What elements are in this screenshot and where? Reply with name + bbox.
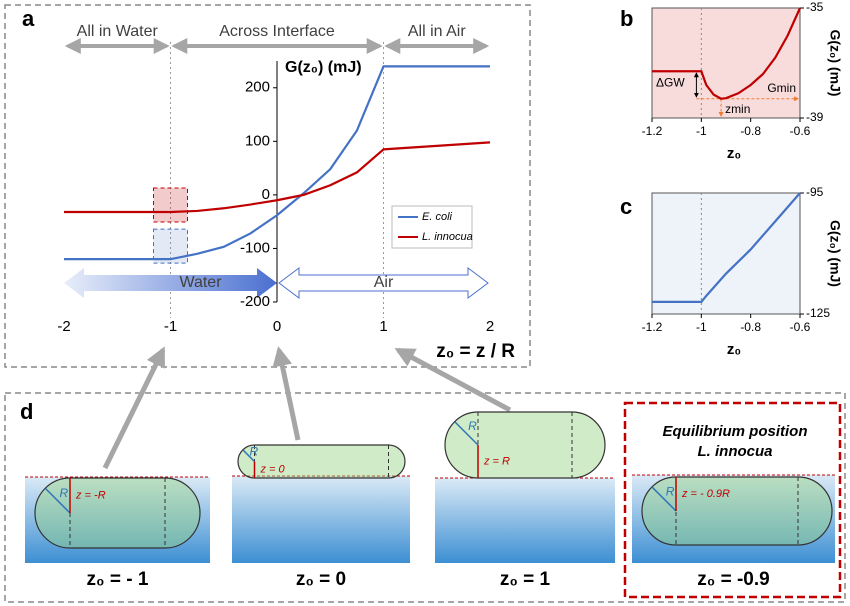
panel-label: c [620, 194, 632, 219]
air-label: Air [374, 274, 394, 291]
radius-label: R [250, 445, 259, 459]
bacterium [444, 411, 606, 479]
scene-caption: z₀ = 0 [296, 569, 346, 590]
scene-caption: z₀ = 1 [500, 569, 551, 590]
x-tick-label: 0 [273, 318, 281, 335]
y-tick-label: -200 [240, 293, 270, 310]
z-label: z = - 0.9R [681, 488, 730, 500]
x-tick-label: 1 [379, 318, 387, 335]
panel-label: b [620, 6, 633, 31]
water [632, 475, 835, 563]
radius [651, 486, 677, 512]
equilibrium-frame [623, 401, 842, 599]
x-tick-label: -1 [696, 320, 707, 334]
x-tick-label: 2 [486, 318, 494, 335]
x-tick-label: -0.8 [740, 320, 761, 334]
panel-a-frame [4, 4, 531, 368]
y-tick-label: -125 [806, 306, 830, 320]
x-tick-label: -1 [696, 124, 707, 138]
x-tick-label: -1.2 [642, 320, 663, 334]
series-line [652, 7, 802, 100]
series-line [64, 141, 491, 214]
bacterium [34, 477, 201, 549]
scene-caption: z₀ = -0.9 [697, 569, 769, 590]
z-label: z = R [483, 455, 510, 467]
equilibrium-title: L. innocua [698, 443, 773, 460]
y-axis-label: G(z₀) (mJ) [827, 220, 843, 287]
x-tick-label: -2 [57, 318, 70, 335]
bacterium [237, 444, 406, 479]
region-label: Across Interface [219, 23, 335, 40]
radius-label: R [60, 486, 69, 500]
legend [391, 205, 473, 249]
y-tick-label: 0 [262, 186, 270, 203]
water [232, 476, 410, 563]
water [25, 477, 210, 563]
y-tick-label: 100 [245, 132, 270, 149]
plot-area [651, 7, 801, 119]
x-axis-label: z₀ = z / R [436, 341, 515, 362]
y-tick-label: -100 [240, 239, 270, 256]
radius [242, 449, 256, 463]
x-tick-label: -1.2 [642, 124, 663, 138]
z-label: z = 0 [260, 464, 286, 476]
water [435, 478, 615, 563]
water-label: Water [179, 274, 222, 291]
panel-d-frame [4, 392, 846, 603]
highlight-box [153, 187, 188, 223]
water-arrow [64, 268, 277, 298]
equilibrium-title: Equilibrium position [663, 423, 808, 440]
panel-label: d [20, 399, 33, 424]
y-axis-label: G(z₀) (mJ) [285, 59, 362, 76]
x-tick-label: -1 [164, 318, 177, 335]
series-line [652, 192, 801, 303]
y-tick-label: -39 [806, 110, 824, 124]
plot-area [651, 192, 801, 315]
y-axis-label: G(z₀) (mJ) [827, 30, 843, 97]
y-tick-label: -35 [806, 0, 824, 14]
z-label: z = -R [75, 489, 106, 501]
y-tick-label: -95 [806, 185, 824, 199]
panel-label: a [22, 6, 35, 31]
x-tick-label: -0.6 [790, 320, 811, 334]
annotation: zmin [725, 102, 750, 116]
region-label: All in Air [408, 23, 466, 40]
y-tick-label: 200 [245, 79, 270, 96]
series-line [64, 65, 490, 261]
radius [454, 421, 479, 446]
connector-arrows [102, 346, 512, 470]
legend-label: E. coli [422, 211, 453, 223]
x-axis-label: z₀ [727, 341, 741, 358]
x-tick-label: -0.8 [740, 124, 761, 138]
annotation: Gmin [767, 81, 796, 95]
bacterium [641, 476, 833, 546]
radius-label: R [468, 419, 477, 433]
radius-label: R [666, 484, 675, 498]
scene-caption: z₀ = - 1 [87, 569, 149, 590]
x-tick-label: -0.6 [790, 124, 811, 138]
legend-label: L. innocua [422, 231, 473, 243]
annotation: ΔGW [656, 75, 685, 89]
x-axis-label: z₀ [727, 145, 741, 162]
region-label: All in Water [77, 23, 159, 40]
radius [44, 487, 71, 514]
air-arrow [278, 267, 489, 299]
